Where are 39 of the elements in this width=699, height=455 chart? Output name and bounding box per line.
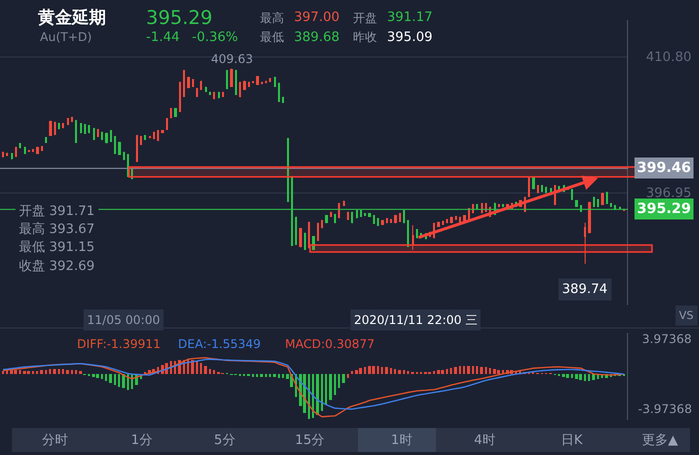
annotation: 389.68 [294, 30, 340, 45]
series-label: MACD:0.30877 [285, 337, 375, 351]
annotation: 395.09 [387, 30, 432, 45]
y-tick-label: -3.97368 [638, 402, 692, 416]
annotation: 昨收 [353, 30, 377, 44]
text: VS [679, 309, 694, 322]
text: 1时 [391, 433, 412, 448]
annotation: -1.44 [146, 30, 180, 45]
annotation: 最低 [260, 30, 284, 44]
chart-title: 黄金延期 [37, 8, 106, 28]
text: 分时 [42, 433, 68, 448]
annotation: 389.74 [562, 282, 608, 297]
annotation: 最高 [260, 11, 284, 25]
text: Au(T+D) [40, 30, 92, 44]
text: 1分 [131, 433, 152, 448]
annotation: 开盘 391.71 [19, 204, 95, 219]
annotation: 409.63 [211, 52, 253, 66]
annotation: 开盘 [353, 11, 377, 25]
text: 5分 [214, 433, 236, 448]
annotation: 最低 391.15 [19, 240, 95, 255]
annotation: 收盘 392.69 [19, 259, 95, 274]
y-tick-label: 3.97368 [642, 332, 692, 346]
annotation: 391.17 [387, 10, 432, 25]
ref-line-label: 395.29 [637, 201, 692, 217]
series-label: DEA:-1.55349 [178, 337, 261, 351]
annotation: 395.29 [146, 7, 212, 29]
text: 更多▲ [642, 433, 678, 448]
annotation: 397.00 [294, 10, 340, 25]
text: 11/05 00:00 [87, 313, 160, 327]
y-tick-label: 396.95 [646, 186, 692, 201]
annotation: -0.36% [192, 30, 238, 45]
text: 日K [561, 433, 583, 448]
ref-line-label: 399.46 [637, 160, 692, 176]
text: 4时 [474, 433, 496, 448]
series-label: DIFF:-1.39911 [77, 337, 161, 351]
y-tick-label: 410.80 [646, 50, 692, 65]
text: 15分 [295, 433, 325, 448]
text: 2020/11/11 22:00 三 [354, 313, 478, 327]
annotation: 最高 393.67 [19, 221, 95, 237]
